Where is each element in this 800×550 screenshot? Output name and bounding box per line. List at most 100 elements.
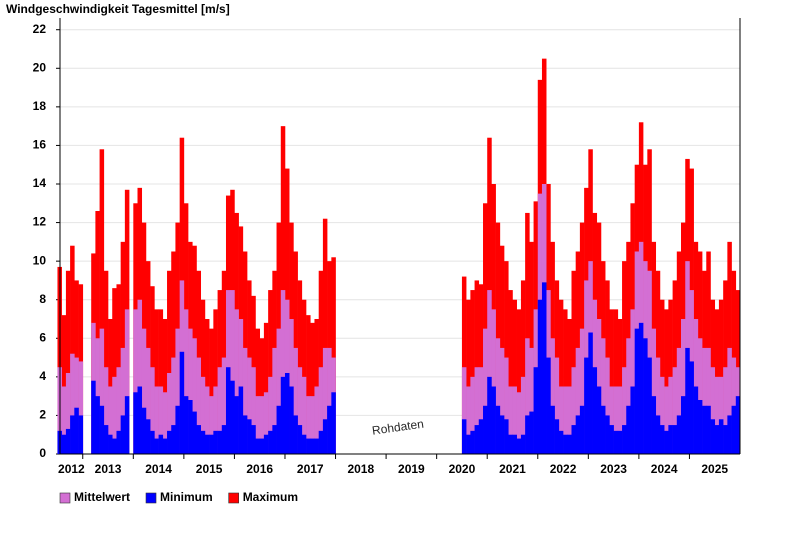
bar	[609, 425, 614, 454]
bar	[91, 380, 96, 454]
bar	[520, 376, 526, 454]
bar	[306, 315, 311, 454]
bar	[230, 290, 235, 454]
bar	[242, 347, 248, 454]
bar	[588, 332, 593, 454]
bar	[546, 357, 551, 454]
bar	[554, 419, 560, 454]
bar	[461, 367, 467, 454]
bar	[558, 430, 564, 454]
legend-swatch	[228, 492, 239, 504]
bars	[57, 58, 741, 455]
bar	[234, 309, 239, 454]
bar	[680, 319, 686, 454]
bar	[327, 405, 332, 454]
bar	[491, 386, 496, 454]
bar	[697, 338, 703, 454]
bar	[567, 434, 572, 454]
bar	[622, 367, 627, 454]
bar	[563, 386, 568, 454]
bar	[242, 415, 248, 454]
bar	[162, 438, 168, 454]
bar	[554, 357, 560, 454]
x-tick-label: 2024	[651, 462, 678, 476]
bar	[478, 367, 484, 454]
bar	[167, 430, 172, 454]
y-tick-label: 20	[33, 60, 47, 74]
bar	[672, 367, 678, 454]
bar	[268, 376, 273, 454]
bar	[508, 290, 513, 454]
bar	[284, 373, 290, 454]
bar	[78, 361, 84, 454]
bar	[263, 434, 269, 454]
bar	[647, 357, 652, 454]
bar	[116, 430, 121, 454]
bar	[150, 430, 155, 454]
y-tick-label: 8	[39, 292, 46, 306]
bar	[293, 415, 298, 454]
bar	[613, 309, 619, 454]
bar	[213, 386, 218, 454]
bar	[289, 386, 294, 454]
bar	[255, 328, 261, 454]
bar	[209, 396, 214, 454]
bar	[676, 415, 682, 454]
bar	[668, 376, 673, 454]
bar	[331, 257, 336, 454]
bar	[171, 425, 176, 454]
bar	[162, 319, 168, 454]
bar	[322, 419, 328, 454]
bar	[145, 419, 151, 454]
bar	[74, 407, 79, 454]
bar	[470, 430, 475, 454]
bar	[718, 376, 724, 454]
bar	[217, 430, 223, 454]
bar	[192, 338, 197, 454]
x-tick-label: 2022	[550, 462, 577, 476]
bar	[61, 434, 67, 454]
bar	[108, 386, 113, 454]
bar	[124, 309, 130, 454]
x-tick-label: 2014	[145, 462, 172, 476]
bar	[120, 415, 126, 454]
y-tick-label: 6	[39, 330, 46, 344]
bar	[474, 367, 480, 454]
legend-label: Maximum	[243, 490, 298, 504]
bar	[145, 347, 151, 454]
bar	[251, 367, 256, 454]
bar	[512, 299, 517, 454]
bar	[630, 309, 635, 454]
bar	[268, 430, 273, 454]
bar	[171, 357, 176, 454]
bar	[112, 438, 117, 454]
bar	[550, 338, 555, 454]
bar	[706, 405, 711, 454]
bar	[626, 338, 631, 454]
bar	[655, 415, 661, 454]
bar	[133, 309, 138, 454]
bar	[297, 367, 303, 454]
y-tick-label: 0	[39, 446, 46, 460]
x-tick-label: 2021	[499, 462, 526, 476]
y-tick-label: 2	[39, 408, 46, 422]
bar	[613, 430, 619, 454]
bar	[179, 351, 185, 454]
bar	[512, 434, 517, 454]
bar	[310, 396, 315, 454]
bar	[120, 347, 126, 454]
bar	[495, 338, 501, 454]
bar	[103, 270, 109, 454]
bar	[230, 380, 235, 454]
bar	[255, 438, 261, 454]
bar	[483, 328, 488, 454]
bar	[137, 386, 143, 454]
bar	[221, 425, 227, 454]
bar	[466, 434, 471, 454]
bar	[276, 405, 282, 454]
bar	[234, 396, 239, 454]
bar	[188, 328, 193, 454]
watermark: Rohdaten	[371, 417, 424, 438]
bar	[65, 428, 71, 454]
